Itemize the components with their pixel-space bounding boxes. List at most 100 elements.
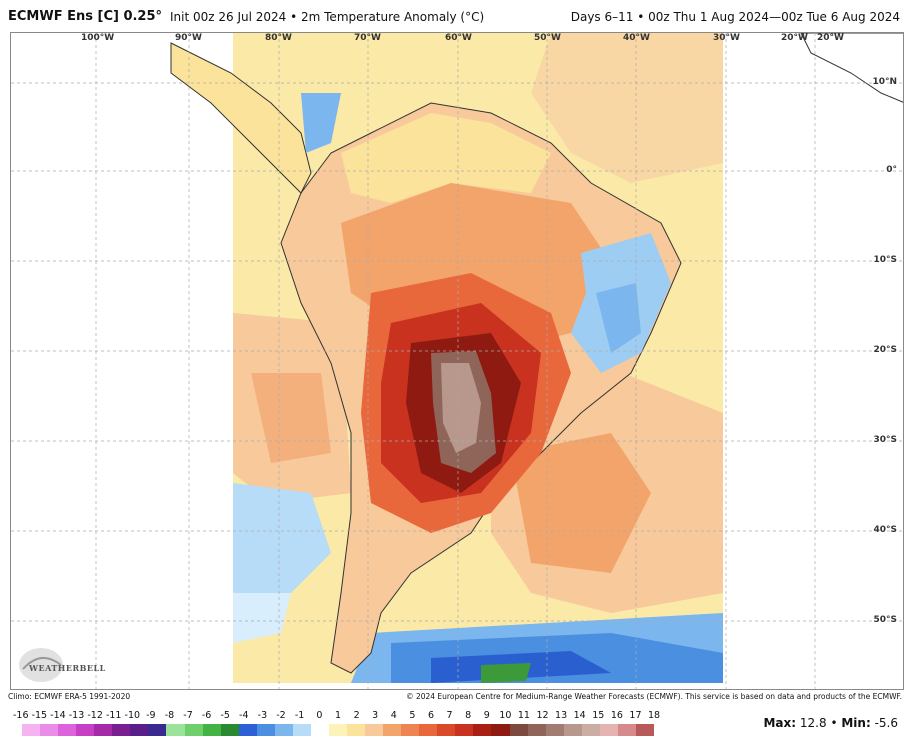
map-footer: Climo: ECMWF ERA-5 1991-2020 © 2024 Euro… [0, 692, 914, 704]
colorbar-swatch [365, 724, 384, 736]
colorbar-swatch [545, 724, 565, 736]
max-anomaly-area [441, 363, 481, 453]
graticule [11, 33, 903, 689]
colorbar-tick-label: -7 [183, 710, 193, 721]
colorbar-tick-label: 17 [629, 710, 642, 721]
colorbar-swatch [166, 724, 185, 736]
colorbar-swatch [437, 724, 456, 736]
lat-label: 20°S [873, 345, 897, 355]
colorbar-swatch [184, 724, 204, 736]
colorbar-swatch [563, 724, 583, 736]
colorbar-tick-label: -14 [50, 710, 66, 721]
colorbar-tick-label: 0 [316, 710, 323, 721]
map-canvas [11, 33, 903, 689]
colorbar-tick-label: 10 [499, 710, 512, 721]
colorbar-tick-label: -3 [257, 710, 268, 721]
colorbar-swatch [148, 724, 167, 736]
lat-label: 30°S [873, 435, 897, 445]
lat-label: 0° [886, 165, 897, 175]
anomaly-map: 100°W 90°W 80°W 70°W 60°W 50°W 40°W 30°W… [10, 32, 904, 690]
max-label: Max: [763, 716, 797, 730]
colorbar-swatch [509, 724, 529, 736]
colorbar-swatch [40, 724, 59, 736]
colorbar-swatch [383, 724, 402, 736]
colorbar-swatch [238, 724, 258, 736]
colorbar-tick-label: 7 [446, 710, 453, 721]
colorbar-tick-label: -8 [164, 710, 175, 721]
init-time: Init 00z 26 Jul 2024 • 2m Temperature An… [170, 10, 485, 24]
colorbar-swatch [527, 724, 547, 736]
lon-label: 50°W [534, 33, 561, 43]
colorbar-swatch [401, 724, 420, 736]
climatology-note: Climo: ECMWF ERA-5 1991-2020 [8, 692, 131, 701]
lon-label: 90°W [175, 33, 202, 43]
colorbar-swatch [599, 724, 619, 736]
colorbar-tick-label: 11 [517, 710, 530, 721]
min-value: -5.6 [874, 716, 898, 730]
lon-label: 80°W [265, 33, 292, 43]
colorbar-tick-label: -12 [87, 710, 103, 721]
lon-label: 40°W [623, 33, 650, 43]
colorbar-tick-label: 9 [483, 710, 490, 721]
colorbar-swatch [473, 724, 492, 736]
colorbar-swatch [419, 724, 438, 736]
colorbar-swatch [94, 724, 113, 736]
colorbar-labels: -16 -15 -14 -13 -12 -11 -10 -9 -8 -7 -6 -5 -4 -3 -2 -1 0… [13, 710, 661, 722]
colorbar-swatch [202, 724, 222, 736]
colorbar-tick-label: -13 [68, 710, 85, 721]
colorbar-swatch [112, 724, 131, 736]
green-anomaly-patch [481, 663, 531, 683]
copyright-note: © 2024 European Centre for Medium-Range … [406, 692, 902, 701]
colorbar-tick-label: 12 [536, 710, 549, 721]
colorbar-tick-label: 5 [409, 710, 416, 721]
colorbar [22, 724, 655, 736]
colorbar-tick-label: 8 [465, 710, 472, 721]
weatherbell-logo: WEATHERBELL [15, 645, 105, 685]
colorbar-swatch [347, 724, 366, 736]
colorbar-swatch [22, 724, 41, 736]
colorbar-swatch [455, 724, 474, 736]
lon-label: 100°W [81, 33, 115, 43]
west-africa-coast [800, 33, 903, 103]
lon-label: 20°W [817, 33, 844, 43]
max-value: 12.8 [799, 716, 827, 730]
colorbar-tick-label: -16 [13, 710, 29, 721]
colorbar-tick-label: 13 [555, 710, 568, 721]
map-header: ECMWF Ens [C] 0.25° Init 00z 26 Jul 2024… [0, 0, 914, 32]
colorbar-swatch [130, 724, 149, 736]
lat-label: 50°S [873, 615, 897, 625]
colorbar-swatch [310, 724, 330, 736]
pacific-cool-anomaly [233, 483, 331, 593]
colorbar-tick-label: -1 [294, 710, 305, 721]
colorbar-tick-label: -5 [220, 710, 230, 721]
colorbar-tick-label: -15 [31, 710, 48, 721]
min-label: Min: [841, 716, 871, 730]
colorbar-tick-label: 16 [610, 710, 623, 721]
colorbar-swatch [76, 724, 95, 736]
valid-period: Days 6–11 • 00z Thu 1 Aug 2024—00z Tue 6… [570, 10, 900, 24]
colorbar-tick-label: 1 [335, 710, 342, 721]
colorbar-tick-label: -9 [146, 710, 156, 721]
colorbar-tick-label: 15 [592, 710, 605, 721]
colorbar-tick-label: -10 [124, 710, 141, 721]
lat-label: 10°S [873, 255, 897, 265]
colorbar-tick-label: 18 [648, 710, 661, 721]
colorbar-tick-label: 6 [427, 710, 434, 721]
colorbar-tick-label: 2 [353, 710, 360, 721]
lon-label: 20°W [781, 33, 808, 43]
colorbar-swatch [274, 724, 294, 736]
colorbar-swatch [617, 724, 637, 736]
colorbar-swatch [581, 724, 601, 736]
max-min-readout: Max: 12.8 • Min: -5.6 [763, 716, 898, 730]
lon-label: 30°W [713, 33, 740, 43]
colorbar-tick-label: -6 [201, 710, 212, 721]
colorbar-swatch [256, 724, 276, 736]
separator: • [830, 716, 838, 730]
colorbar-swatch [58, 724, 77, 736]
colorbar-swatch [491, 724, 511, 736]
colorbar-tick-label: -2 [276, 710, 286, 721]
colorbar-swatch [635, 724, 655, 736]
map-title: ECMWF Ens [C] 0.25° [8, 9, 163, 24]
colorbar-tick-label: -11 [105, 710, 122, 721]
colorbar-tick-label: 14 [573, 710, 586, 721]
